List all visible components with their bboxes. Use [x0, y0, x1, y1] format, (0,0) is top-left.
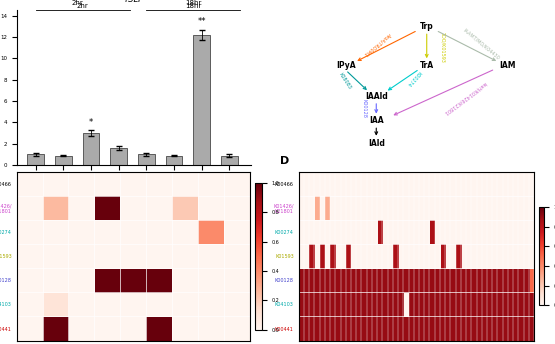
- Text: 2hr: 2hr: [77, 3, 88, 9]
- Bar: [27, 154, 44, 165]
- Text: TDO/K01593: TDO/K01593: [441, 31, 446, 62]
- Text: K00128: K00128: [361, 99, 366, 118]
- Bar: [110, 148, 127, 165]
- Text: Trp: Trp: [420, 22, 433, 31]
- Text: AroA/TRO0M1: AroA/TRO0M1: [362, 31, 392, 57]
- Text: D: D: [280, 155, 289, 165]
- Bar: [55, 155, 72, 165]
- Text: IPyA: IPyA: [336, 61, 355, 70]
- Text: IAAld: IAAld: [365, 92, 387, 101]
- Text: **: **: [198, 17, 206, 26]
- Text: iaaH/K01426/K21801: iaaH/K01426/K21801: [442, 81, 487, 116]
- Bar: [83, 133, 99, 165]
- Text: 18hr: 18hr: [185, 3, 201, 9]
- Text: IAld: IAld: [368, 139, 385, 148]
- Bar: [138, 154, 154, 165]
- Bar: [165, 155, 182, 165]
- Text: 18hr: 18hr: [185, 0, 201, 6]
- Text: IAM: IAM: [500, 61, 516, 70]
- Text: TrA: TrA: [420, 61, 434, 70]
- Bar: [221, 155, 238, 165]
- Text: K08083: K08083: [337, 72, 352, 90]
- Bar: [193, 35, 210, 165]
- Text: IAAMT/MO/K04430: IAAMT/MO/K04430: [462, 28, 501, 61]
- Title: TSLP: TSLP: [124, 0, 144, 4]
- Text: *: *: [89, 118, 93, 127]
- Text: K00274: K00274: [405, 69, 421, 87]
- Text: IAA: IAA: [369, 116, 384, 126]
- Text: 2hr: 2hr: [71, 0, 83, 6]
